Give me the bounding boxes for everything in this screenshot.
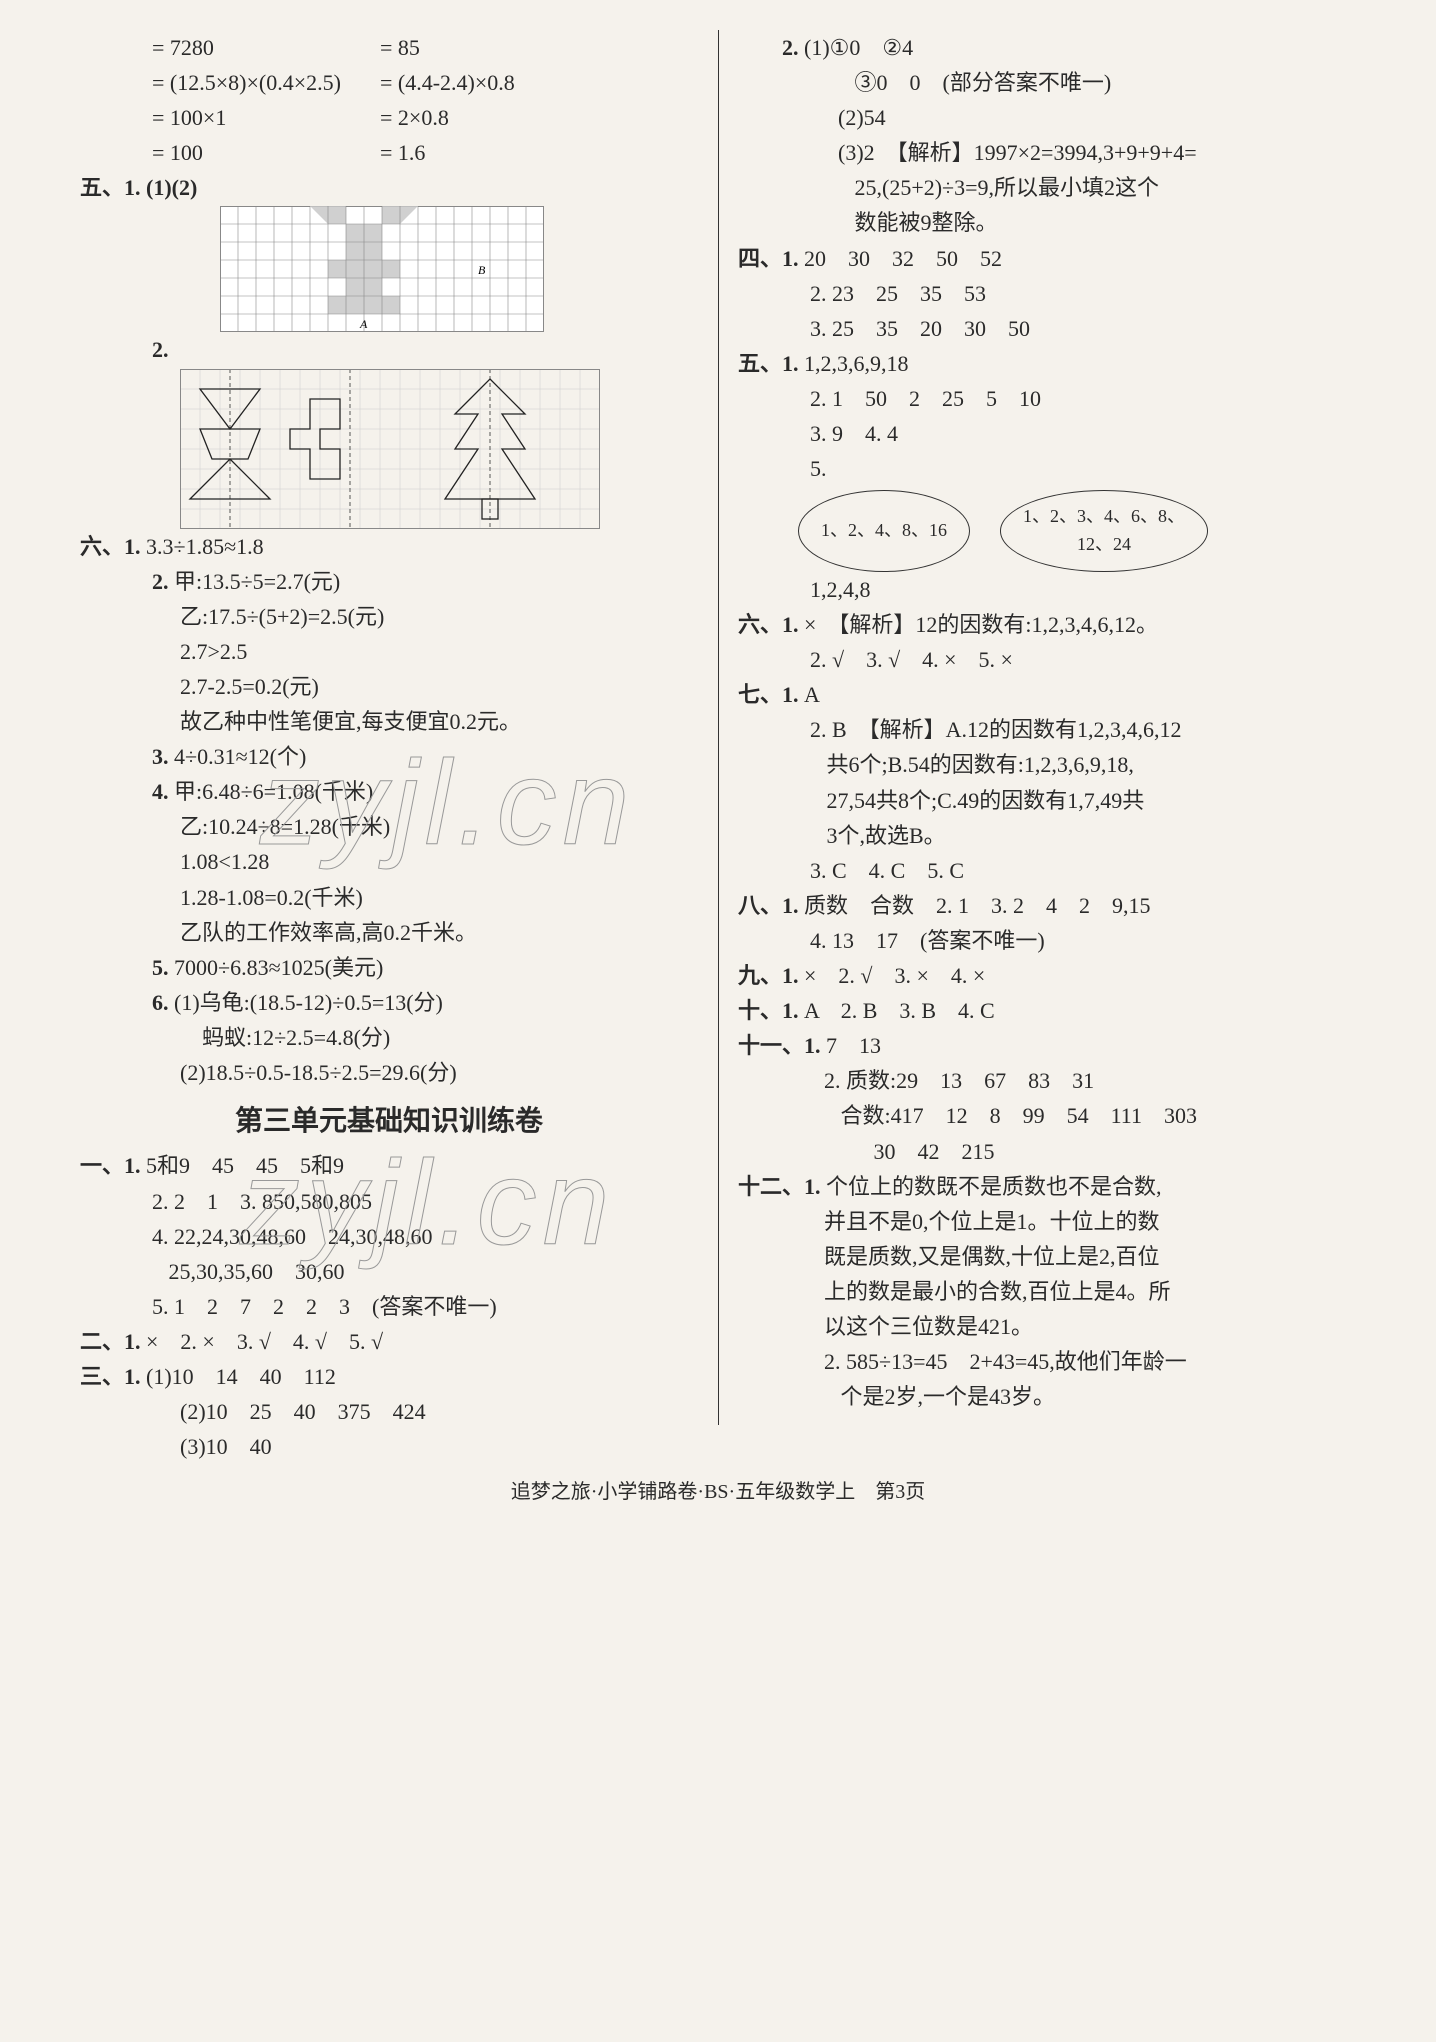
q5-2-label: 2. — [80, 333, 698, 367]
q6-4-line: 乙队的工作效率高,高0.2千米。 — [80, 916, 698, 950]
ellipse-row: 1、2、4、8、16 1、2、3、4、6、8、 12、24 — [798, 490, 1356, 572]
r11-line: 合数:417 12 8 99 54 111 303 — [738, 1099, 1356, 1133]
r2-line: 2. (1)①0 ②4 — [738, 31, 1356, 65]
q6-4-line: 1.08<1.28 — [80, 845, 698, 879]
r7-line: 七、1. A — [738, 678, 1356, 712]
r5-line: 3. 9 4. 4 — [738, 417, 1356, 451]
svg-text:B: B — [478, 263, 486, 277]
r2-line: 数能被9整除。 — [738, 206, 1356, 240]
ellipse-right: 1、2、3、4、6、8、 12、24 — [1000, 490, 1208, 572]
q6-5: 5. 7000÷6.83≈1025(美元) — [80, 951, 698, 985]
calc-line: = 7280= 85 — [80, 31, 698, 65]
r12-line: 个是2岁,一个是43岁。 — [738, 1380, 1356, 1414]
r9: 九、1. × 2. √ 3. × 4. × — [738, 959, 1356, 993]
r11-line: 30 42 215 — [738, 1135, 1356, 1169]
geometry-figure — [180, 369, 600, 529]
calc-line: = 100×1= 2×0.8 — [80, 101, 698, 135]
s1-line: 25,30,35,60 30,60 — [80, 1255, 698, 1289]
r11-line: 十一、1. 7 13 — [738, 1029, 1356, 1063]
s3-line: 三、1. (1)10 14 40 112 — [80, 1360, 698, 1394]
page-footer: 追梦之旅·小学铺路卷·BS·五年级数学上 第3页 — [60, 1477, 1376, 1508]
left-column: = 7280= 85= (12.5×8)×(0.4×2.5)= (4.4-2.4… — [60, 30, 718, 1465]
s1-line: 5. 1 2 7 2 2 3 (答案不唯一) — [80, 1290, 698, 1324]
r2-line: 25,(25+2)÷3=9,所以最小填2这个 — [738, 171, 1356, 205]
r7-line: 27,54共8个;C.49的因数有1,7,49共 — [738, 784, 1356, 818]
r5-line: 5. — [738, 452, 1356, 486]
r7-line: 2. B 【解析】A.12的因数有1,2,3,4,6,12 — [738, 713, 1356, 747]
r12-line: 既是质数,又是偶数,十位上是2,百位 — [738, 1240, 1356, 1274]
s1-line: 4. 22,24,30,48,60 24,30,48,60 — [80, 1220, 698, 1254]
q6-1: 六、1. 3.3÷1.85≈1.8 — [80, 530, 698, 564]
grid-figure-1: AB — [220, 206, 544, 332]
r2-line: ③0 0 (部分答案不唯一) — [738, 66, 1356, 100]
svg-text:A: A — [359, 317, 368, 331]
q6-2-line: 2.7-2.5=0.2(元) — [80, 670, 698, 704]
r7-line: 共6个;B.54的因数有:1,2,3,6,9,18, — [738, 748, 1356, 782]
column-divider — [718, 30, 719, 1425]
right-column: 2. (1)①0 ②4 ③0 0 (部分答案不唯一)(2)54(3)2 【解析】… — [718, 30, 1376, 1465]
s3-line: (2)10 25 40 375 424 — [80, 1395, 698, 1429]
q6-4-line: 4. 甲:6.48÷6=1.08(千米) — [80, 775, 698, 809]
r6-line: 六、1. × 【解析】12的因数有:1,2,3,4,6,12。 — [738, 608, 1356, 642]
r8-line: 八、1. 质数 合数 2. 1 3. 2 4 2 9,15 — [738, 889, 1356, 923]
q6-3: 3. 4÷0.31≈12(个) — [80, 740, 698, 774]
s1-line: 2. 2 1 3. 850,580,805 — [80, 1185, 698, 1219]
calc-line: = 100= 1.6 — [80, 136, 698, 170]
r5-line: 2. 1 50 2 25 5 10 — [738, 382, 1356, 416]
q6-4-line: 乙:10.24÷8=1.28(千米) — [80, 810, 698, 844]
r10: 十、1. A 2. B 3. B 4. C — [738, 994, 1356, 1028]
r6-line: 2. √ 3. √ 4. × 5. × — [738, 643, 1356, 677]
s1-line: 一、1. 5和9 45 45 5和9 — [80, 1149, 698, 1183]
ellipse-left: 1、2、4、8、16 — [798, 490, 970, 572]
r12-line: 以这个三位数是421。 — [738, 1310, 1356, 1344]
q6-6-line: (2)18.5÷0.5-18.5÷2.5=29.6(分) — [80, 1056, 698, 1090]
r12-line: 上的数是最小的合数,百位上是4。所 — [738, 1275, 1356, 1309]
r2-line: (3)2 【解析】1997×2=3994,3+9+9+4= — [738, 136, 1356, 170]
r12-line: 2. 585÷13=45 2+43=45,故他们年龄一 — [738, 1345, 1356, 1379]
r5-line: 五、1. 1,2,3,6,9,18 — [738, 347, 1356, 381]
r2-line: (2)54 — [738, 101, 1356, 135]
page: = 7280= 85= (12.5×8)×(0.4×2.5)= (4.4-2.4… — [60, 30, 1376, 1465]
r4-line: 四、1. 20 30 32 50 52 — [738, 242, 1356, 276]
q5-label: 五、1. (1)(2) — [80, 171, 698, 205]
q6-2-line: 2. 甲:13.5÷5=2.7(元) — [80, 565, 698, 599]
calc-line: = (12.5×8)×(0.4×2.5)= (4.4-2.4)×0.8 — [80, 66, 698, 100]
r4-line: 3. 25 35 20 30 50 — [738, 312, 1356, 346]
q6-2-line: 2.7>2.5 — [80, 635, 698, 669]
q6-6-line: 蚂蚁:12÷2.5=4.8(分) — [80, 1021, 698, 1055]
after-ellipse: 1,2,4,8 — [738, 573, 1356, 607]
s3-line: (3)10 40 — [80, 1430, 698, 1464]
r7-line: 3. C 4. C 5. C — [738, 854, 1356, 888]
r7-line: 3个,故选B。 — [738, 819, 1356, 853]
q6-2-line: 乙:17.5÷(5+2)=2.5(元) — [80, 600, 698, 634]
q6-6-line: 6. (1)乌龟:(18.5-12)÷0.5=13(分) — [80, 986, 698, 1020]
q6-4-line: 1.28-1.08=0.2(千米) — [80, 881, 698, 915]
q6-2-line: 故乙种中性笔便宜,每支便宜0.2元。 — [80, 705, 698, 739]
r12-line: 十二、1. 个位上的数既不是质数也不是合数, — [738, 1170, 1356, 1204]
r4-line: 2. 23 25 35 53 — [738, 277, 1356, 311]
unit-title: 第三单元基础知识训练卷 — [80, 1100, 698, 1143]
r11-line: 2. 质数:29 13 67 83 31 — [738, 1064, 1356, 1098]
r12-line: 并且不是0,个位上是1。十位上的数 — [738, 1205, 1356, 1239]
r8-line: 4. 13 17 (答案不唯一) — [738, 924, 1356, 958]
s2: 二、1. × 2. × 3. √ 4. √ 5. √ — [80, 1325, 698, 1359]
